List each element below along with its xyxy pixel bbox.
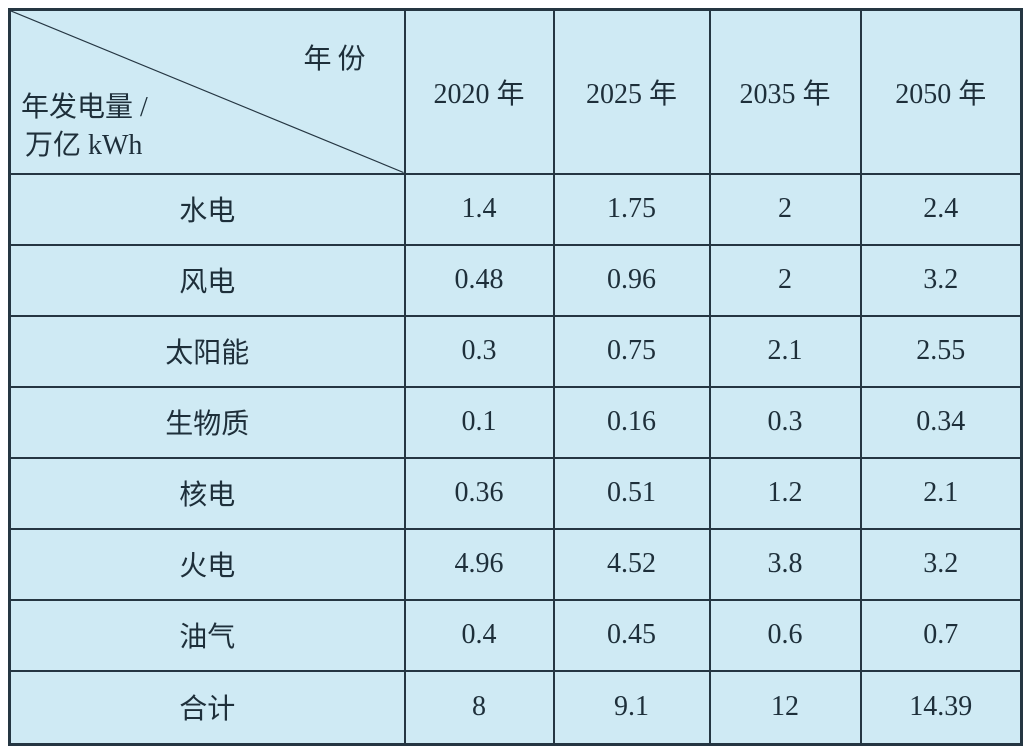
table-row-biomass: 生物质 0.1 0.16 0.3 0.34 [8,385,1023,459]
cell: 0.16 [552,385,711,459]
cell: 9.1 [552,669,711,746]
cell: 0.48 [403,243,555,317]
cell: 0.45 [552,598,711,672]
generation-table: 年份 年发电量 / 万亿 kWh 2020 年 2025 年 2035 年 20… [8,8,1023,746]
cell: 4.96 [403,527,555,601]
column-header-2050: 2050 年 [859,8,1023,175]
table-row-nuclear: 核电 0.36 0.51 1.2 2.1 [8,456,1023,530]
row-label: 风电 [8,243,406,317]
cell: 0.6 [708,598,862,672]
cell: 0.96 [552,243,711,317]
cell: 0.3 [708,385,862,459]
table-row-thermal: 火电 4.96 4.52 3.8 3.2 [8,527,1023,601]
corner-label-year: 年份 [303,44,372,75]
row-label: 生物质 [8,385,406,459]
column-header-2025: 2025 年 [552,8,711,175]
column-header-2020: 2020 年 [403,8,555,175]
cell: 2.1 [859,456,1023,530]
row-label: 油气 [8,598,406,672]
cell: 8 [403,669,555,746]
cell: 0.4 [403,598,555,672]
column-header-2035: 2035 年 [708,8,862,175]
row-label: 合计 [8,669,406,746]
cell: 0.34 [859,385,1023,459]
table-row-wind: 风电 0.48 0.96 2 3.2 [8,243,1023,317]
diagonal-divider-line [11,11,404,173]
cell: 4.52 [552,527,711,601]
cell: 2.55 [859,314,1023,388]
cell: 2.4 [859,172,1023,246]
header-row: 年份 年发电量 / 万亿 kWh 2020 年 2025 年 2035 年 20… [8,8,1023,175]
cell: 12 [708,669,862,746]
cell: 1.4 [403,172,555,246]
cell: 3.8 [708,527,862,601]
cell: 0.1 [403,385,555,459]
cell: 0.75 [552,314,711,388]
table-row-total: 合计 8 9.1 12 14.39 [8,669,1023,746]
row-label: 火电 [8,527,406,601]
cell: 2.1 [708,314,862,388]
cell: 0.7 [859,598,1023,672]
row-label: 太阳能 [8,314,406,388]
cell: 1.2 [708,456,862,530]
table-row-oil-gas: 油气 0.4 0.45 0.6 0.7 [8,598,1023,672]
table-row-hydro: 水电 1.4 1.75 2 2.4 [8,172,1023,246]
table-row-solar: 太阳能 0.3 0.75 2.1 2.55 [8,314,1023,388]
cell: 0.3 [403,314,555,388]
cell: 2 [708,172,862,246]
cell: 1.75 [552,172,711,246]
corner-label-metric-line2: 万亿 kWh [25,130,143,161]
cell: 2 [708,243,862,317]
corner-header-cell: 年份 年发电量 / 万亿 kWh [8,8,406,175]
cell: 0.51 [552,456,711,530]
corner-label-metric-line1: 年发电量 / [21,92,148,123]
cell: 0.36 [403,456,555,530]
cell: 14.39 [859,669,1023,746]
row-label: 核电 [8,456,406,530]
row-label: 水电 [8,172,406,246]
cell: 3.2 [859,243,1023,317]
cell: 3.2 [859,527,1023,601]
